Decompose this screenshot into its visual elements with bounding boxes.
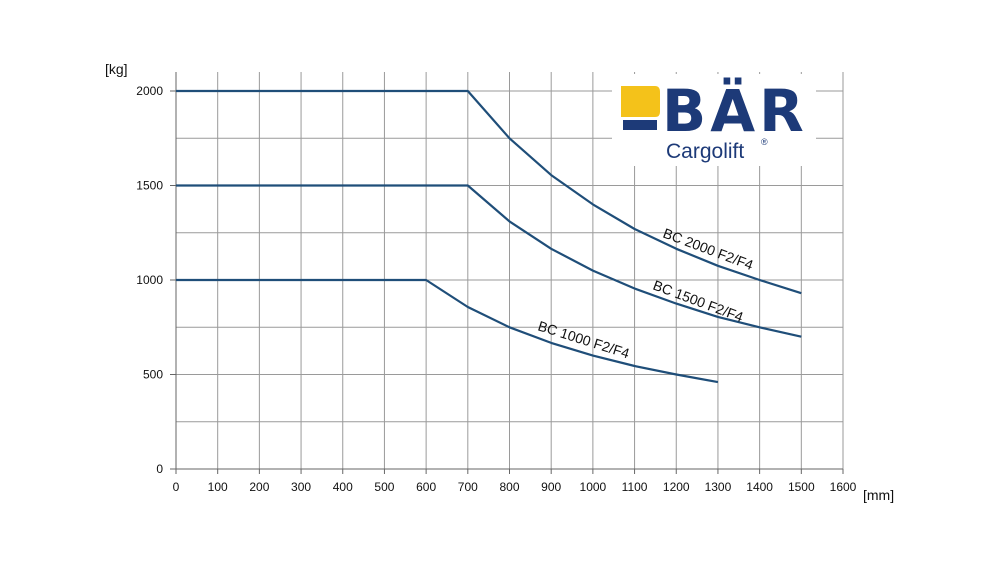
x-axis-unit: [mm]	[863, 487, 894, 503]
x-tick-label: 1500	[788, 480, 815, 494]
logo-registered-mark: ®	[761, 137, 768, 147]
x-tick-label: 300	[291, 480, 311, 494]
y-axis-unit: [kg]	[105, 61, 128, 77]
x-tick-label: 700	[458, 480, 478, 494]
logo-subtitle: Cargolift	[666, 140, 744, 163]
y-tick-label: 1500	[136, 179, 163, 193]
logo-brand: BÄR	[662, 76, 808, 145]
series-line	[176, 278, 719, 384]
y-tick-label: 500	[143, 368, 163, 382]
x-tick-label: 1100	[622, 480, 648, 494]
logo-blue-stripe	[623, 120, 657, 130]
x-tick-label: 500	[374, 480, 394, 494]
x-tick-label: 1300	[705, 480, 732, 494]
x-tick-label: 800	[499, 480, 519, 494]
x-tick-label: 1200	[663, 480, 690, 494]
x-tick-label: 600	[416, 480, 436, 494]
x-tick-label: 1600	[830, 480, 857, 494]
tick-labels: 0 100 200 300 400 500 600 700 800 900 1000 1100 1200…	[136, 84, 856, 494]
y-tick-label: 0	[156, 462, 163, 476]
series-line	[176, 89, 802, 295]
x-tick-label: 1400	[746, 480, 773, 494]
logo-yellow-shape	[621, 86, 660, 117]
series-label: BC 1000 F2/F4	[536, 318, 632, 362]
x-tick-label: 100	[208, 480, 228, 494]
series-label: BC 1500 F2/F4	[651, 277, 746, 325]
x-tick-label: 200	[249, 480, 269, 494]
x-tick-label: 900	[541, 480, 561, 494]
x-tick-label: 0	[173, 480, 180, 494]
y-tick-label: 2000	[136, 84, 163, 98]
logo: BÄR Cargolift ®	[612, 74, 816, 166]
y-tick-label: 1000	[136, 273, 163, 287]
axes	[170, 72, 844, 474]
x-tick-label: 400	[333, 480, 353, 494]
x-tick-label: 1000	[580, 480, 607, 494]
series-line	[176, 184, 802, 338]
